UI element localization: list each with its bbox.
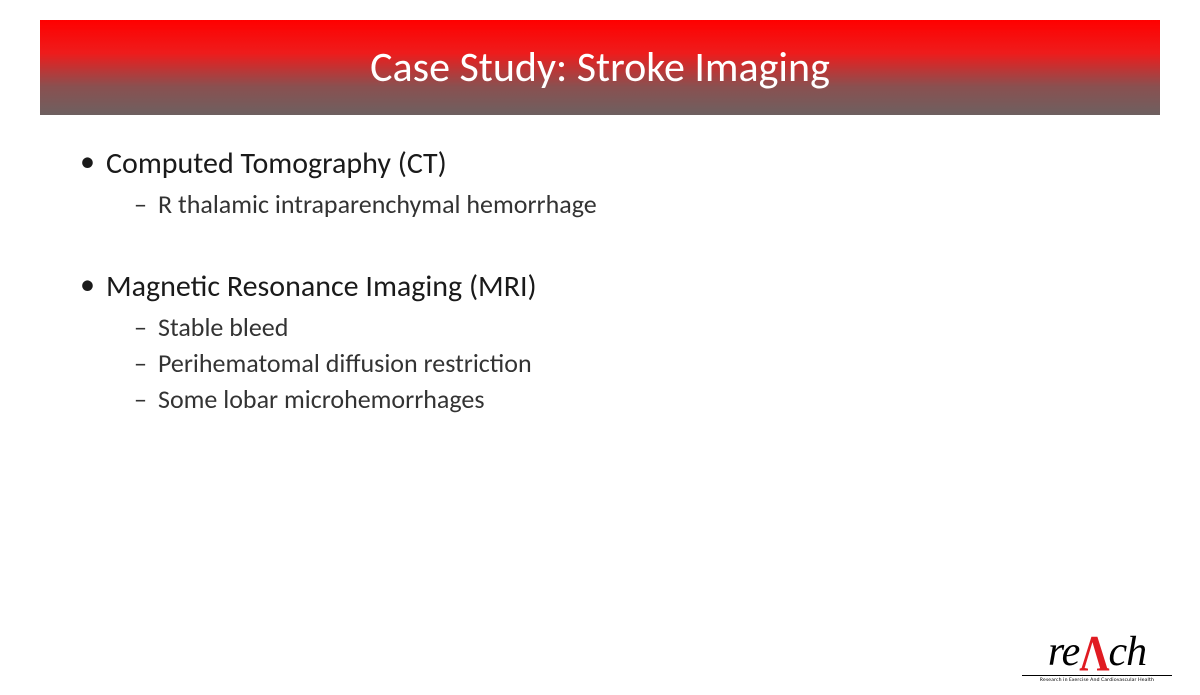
bullet-sub-mri-0: Stable bleed [80,311,1120,343]
bullet-sub-mri-1: Perihematomal diffusion restriction [80,347,1120,379]
slide-content: Computed Tomography (CT) R thalamic intr… [80,145,1120,415]
bullet-main-mri: Magnetic Resonance Imaging (MRI) [80,268,1120,305]
bullet-sub-mri-2: Some lobar microhemorrhages [80,383,1120,415]
logo-caret-icon: Λ [1079,630,1108,680]
bullet-main-ct: Computed Tomography (CT) [80,145,1120,182]
logo-post: ch [1108,629,1146,675]
slide-title: Case Study: Stroke Imaging [370,42,830,93]
section-gap [80,224,1120,268]
logo-wordmark: reΛch [1022,631,1172,673]
slide-title-bar: Case Study: Stroke Imaging [40,20,1160,115]
reach-logo: reΛch Research in Exercise And Cardiovas… [1022,631,1172,683]
logo-pre: re [1048,629,1079,675]
bullet-sub-ct-0: R thalamic intraparenchymal hemorrhage [80,188,1120,220]
